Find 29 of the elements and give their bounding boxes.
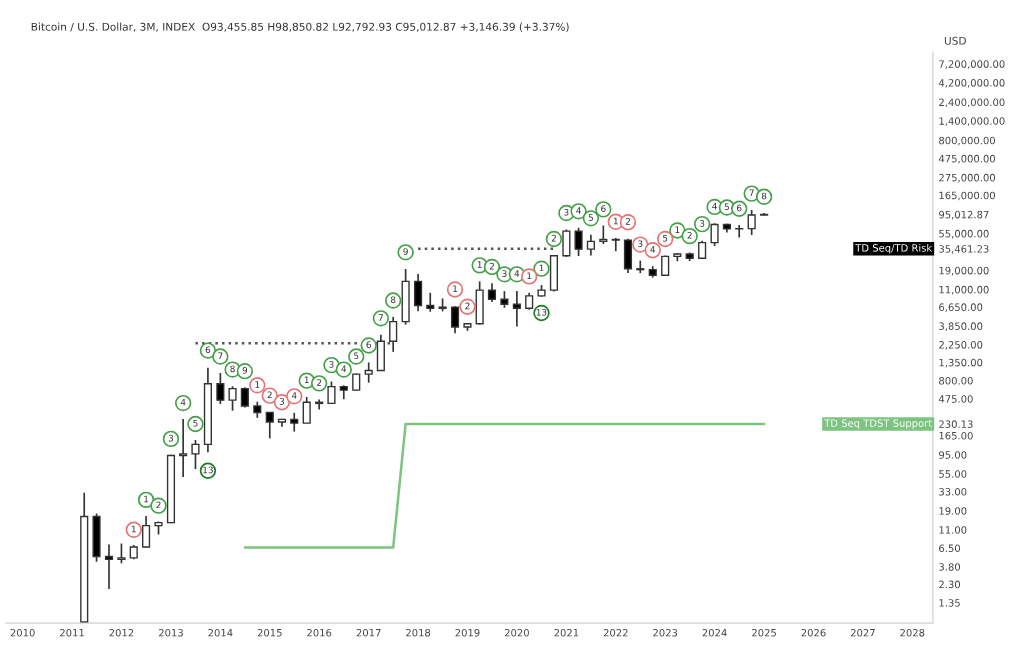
candlestick xyxy=(104,543,114,590)
candlestick xyxy=(450,305,460,335)
candlestick xyxy=(623,237,633,274)
candlestick xyxy=(117,542,126,565)
candlestick xyxy=(636,259,645,274)
point xyxy=(162,430,180,448)
point xyxy=(545,230,563,248)
candlestick xyxy=(290,412,299,433)
candlestick xyxy=(302,396,311,424)
candlestick xyxy=(265,411,274,440)
candlestick xyxy=(574,226,583,257)
candlestick xyxy=(599,224,608,245)
candlestick xyxy=(191,439,200,470)
candlestick xyxy=(216,372,225,405)
point xyxy=(446,281,464,298)
point xyxy=(310,375,328,392)
candlestick xyxy=(364,361,373,384)
candlestick xyxy=(92,512,101,563)
point xyxy=(483,258,501,276)
candlestick xyxy=(512,290,521,328)
candlestick xyxy=(228,385,237,412)
candlestick xyxy=(487,282,497,303)
point xyxy=(520,268,538,285)
candlestick xyxy=(611,237,620,253)
candlestick xyxy=(586,234,595,257)
candlestick xyxy=(414,273,423,312)
candlestick xyxy=(735,224,744,239)
point xyxy=(619,214,637,231)
candlestick xyxy=(426,291,435,313)
